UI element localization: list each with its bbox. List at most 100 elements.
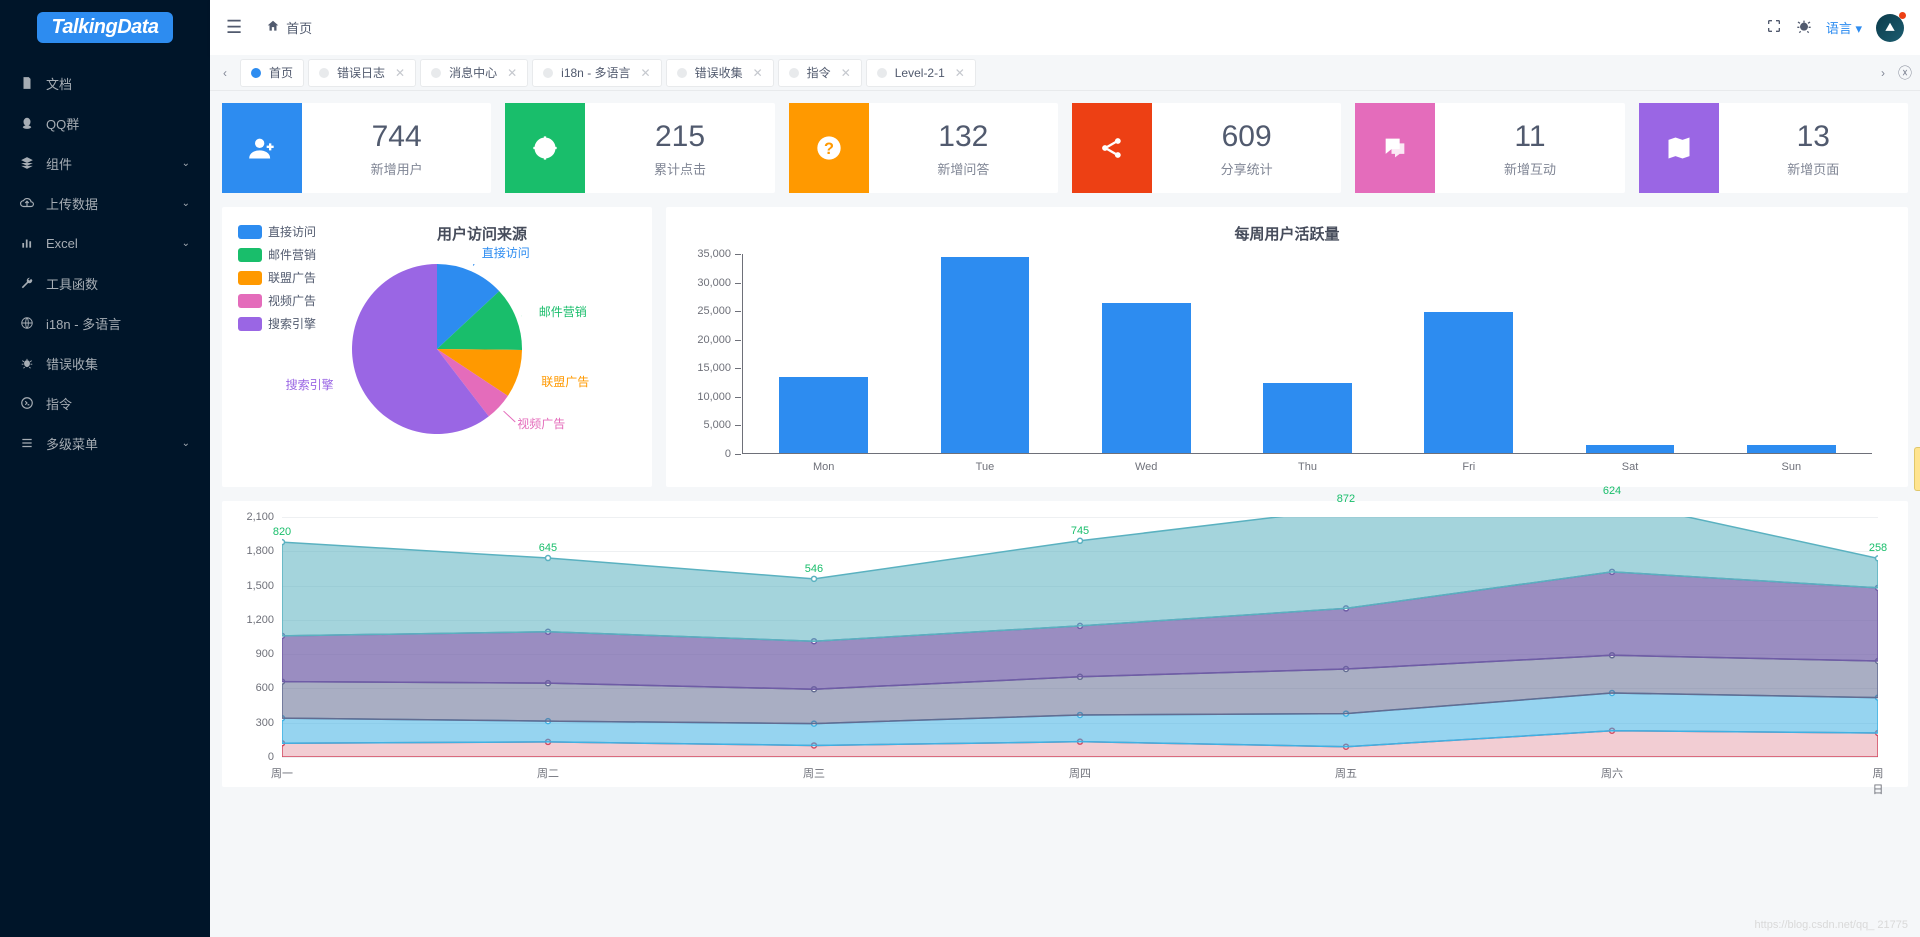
x-axis-label: Fri: [1462, 461, 1475, 473]
tab-close-icon[interactable]: ✕: [841, 66, 851, 80]
stat-card-5[interactable]: 13 新增页面: [1639, 103, 1908, 193]
sidebar-item-9[interactable]: 多级菜单 ⌄: [0, 423, 210, 463]
tab-6[interactable]: Level-2-1 ✕: [866, 59, 976, 87]
qq-icon: [20, 116, 36, 130]
tab-close-icon[interactable]: ✕: [395, 66, 405, 80]
legend-label: 联盟广告: [268, 269, 316, 286]
sidebar-item-label: 文档: [46, 74, 72, 93]
sidebar-item-4[interactable]: Excel ⌄: [0, 223, 210, 263]
chevron-down-icon: ⌄: [182, 238, 190, 249]
sidebar-item-0[interactable]: 文档: [0, 63, 210, 103]
y-axis-label: 15,000: [697, 362, 731, 374]
tab-dot: [677, 68, 687, 78]
list-icon: [20, 436, 36, 450]
y-axis-label: 0: [725, 448, 731, 460]
legend-item[interactable]: 联盟广告: [238, 269, 316, 286]
person-add-icon: [222, 103, 302, 193]
help-icon: ?: [789, 103, 869, 193]
area-chart-card: 03006009001,2001,5001,8002,100周一周二周三周四周五…: [222, 501, 1908, 787]
x-axis-label: Thu: [1298, 461, 1317, 473]
sidebar-item-1[interactable]: QQ群: [0, 103, 210, 143]
sidebar-item-6[interactable]: i18n - 多语言: [0, 303, 210, 343]
tab-close-icon[interactable]: ✕: [955, 66, 965, 80]
tab-scroll-right[interactable]: ›: [1872, 66, 1894, 80]
language-dropdown[interactable]: 语言 ▾: [1826, 18, 1862, 37]
y-axis-label: 2,100: [246, 511, 274, 523]
fullscreen-icon[interactable]: [1766, 18, 1782, 38]
sidebar-item-label: i18n - 多语言: [46, 314, 121, 333]
sidebar-item-3[interactable]: 上传数据 ⌄: [0, 183, 210, 223]
stat-card-2[interactable]: ? 132 新增问答: [789, 103, 1058, 193]
sidebar-item-label: 多级菜单: [46, 434, 98, 453]
y-axis-label: 1,800: [246, 545, 274, 557]
stat-label: 新增互动: [1504, 159, 1556, 178]
legend-label: 直接访问: [268, 223, 316, 240]
content: 744 新增用户 215 累计点击 ? 132 新增问答 609 分享统计 11…: [210, 91, 1920, 937]
tab-0[interactable]: 首页: [240, 59, 304, 87]
sidebar-item-5[interactable]: 工具函数: [0, 263, 210, 303]
chevron-down-icon: ⌄: [182, 198, 190, 209]
legend-item[interactable]: 邮件营销: [238, 246, 316, 263]
menu-toggle-icon[interactable]: ☰: [226, 17, 242, 38]
y-axis-label: 35,000: [697, 248, 731, 260]
y-axis-label: 900: [256, 648, 274, 660]
user-avatar[interactable]: [1876, 14, 1904, 42]
svg-text:?: ?: [824, 140, 834, 158]
x-axis-label: 周四: [1069, 765, 1091, 781]
legend-label: 搜索引擎: [268, 315, 316, 332]
tab-2[interactable]: 消息中心 ✕: [420, 59, 528, 87]
tab-label: 消息中心: [449, 64, 497, 81]
logo[interactable]: TalkingData: [0, 0, 210, 55]
tab-5[interactable]: 指令 ✕: [778, 59, 862, 87]
stat-card-4[interactable]: 11 新增互动: [1355, 103, 1624, 193]
terminal-icon: [20, 396, 36, 410]
stat-card-3[interactable]: 609 分享统计: [1072, 103, 1341, 193]
tab-1[interactable]: 错误日志 ✕: [308, 59, 416, 87]
tab-close-icon[interactable]: ✕: [641, 66, 651, 80]
tab-dot: [877, 68, 887, 78]
sidebar-item-8[interactable]: 指令: [0, 383, 210, 423]
x-axis-label: Wed: [1135, 461, 1157, 473]
side-drawer-handle[interactable]: [1914, 447, 1920, 491]
sidebar-item-2[interactable]: 组件 ⌄: [0, 143, 210, 183]
tab-label: 首页: [269, 64, 293, 81]
legend-label: 视频广告: [268, 292, 316, 309]
legend-label: 邮件营销: [268, 246, 316, 263]
tab-dot: [319, 68, 329, 78]
tab-close-icon[interactable]: ✕: [507, 66, 517, 80]
bar: [1424, 312, 1513, 453]
tab-dot: [543, 68, 553, 78]
chart-icon: [20, 236, 36, 250]
tab-close-all-icon[interactable]: ⓧ: [1894, 63, 1916, 83]
x-axis-label: Sun: [1782, 461, 1802, 473]
stat-card-1[interactable]: 215 累计点击: [505, 103, 774, 193]
pie-slice-label: 直接访问: [482, 244, 530, 261]
y-axis-label: 1,200: [246, 614, 274, 626]
bug-icon[interactable]: [1796, 18, 1812, 38]
bar: [1102, 303, 1191, 453]
tab-4[interactable]: 错误收集 ✕: [666, 59, 774, 87]
tab-3[interactable]: i18n - 多语言 ✕: [532, 59, 661, 87]
stat-value: 609: [1222, 119, 1272, 155]
stat-card-0[interactable]: 744 新增用户: [222, 103, 491, 193]
home-icon: [266, 19, 280, 36]
pie-chart: 直接访问邮件营销联盟广告视频广告搜索引擎: [352, 264, 522, 434]
sidebar-item-7[interactable]: 错误收集: [0, 343, 210, 383]
tab-close-icon[interactable]: ✕: [753, 66, 763, 80]
data-point-label: 745: [1071, 525, 1089, 537]
tab-label: 指令: [807, 64, 831, 81]
legend-item[interactable]: 直接访问: [238, 223, 316, 240]
legend-item[interactable]: 搜索引擎: [238, 315, 316, 332]
y-axis-label: 5,000: [703, 419, 731, 431]
chevron-down-icon: ⌄: [182, 158, 190, 169]
stat-value: 215: [655, 119, 705, 155]
sidebar: TalkingData 文档 QQ群 组件 ⌄ 上传数据 ⌄ Excel ⌄ 工…: [0, 0, 210, 937]
tab-scroll-left[interactable]: ‹: [214, 66, 236, 80]
data-point-label: 546: [805, 563, 823, 575]
legend-item[interactable]: 视频广告: [238, 292, 316, 309]
x-axis-label: Mon: [813, 461, 834, 473]
y-axis-label: 0: [268, 751, 274, 763]
x-axis-label: Tue: [976, 461, 995, 473]
stat-label: 累计点击: [654, 159, 706, 178]
tab-dot: [251, 68, 261, 78]
